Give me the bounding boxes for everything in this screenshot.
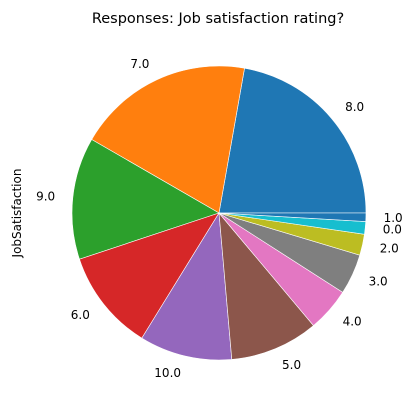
pie-label-7-0: 7.0: [130, 57, 149, 71]
pie-label-8-0: 8.0: [345, 100, 364, 114]
pie-label-10-0: 10.0: [154, 366, 181, 380]
chart-title: Responses: Job satisfaction rating?: [92, 11, 344, 27]
pie-labels: 8.0 7.0 9.0 6.0 10.0 5.0 4.0 3.0 2.0 0.01.0: [36, 57, 403, 380]
y-axis-label: JobSatisfaction: [10, 169, 24, 259]
pie-slice-9-0: [71, 139, 220, 260]
pie-label-0-0: 0.0: [383, 223, 402, 237]
pie-label-2-0: 2.0: [380, 242, 399, 256]
pie-label-3-0: 3.0: [369, 275, 388, 289]
pie-label-4-0: 4.0: [343, 315, 362, 329]
pie-label-1-0: 1.0: [384, 211, 403, 225]
pie-slices: [71, 65, 367, 361]
pie-label-6-0: 6.0: [71, 308, 90, 322]
pie-label-9-0: 9.0: [36, 189, 55, 203]
pie-slice-1-0: [218, 212, 367, 222]
pie-slice-6-0: [79, 212, 220, 339]
pie-slice-10-0: [141, 212, 233, 361]
pie-slice-8-0: [218, 67, 367, 214]
pie-slice-5-0: [218, 212, 314, 360]
pie-label-5-0: 5.0: [282, 358, 301, 372]
pie-slice-7-0: [91, 65, 245, 214]
